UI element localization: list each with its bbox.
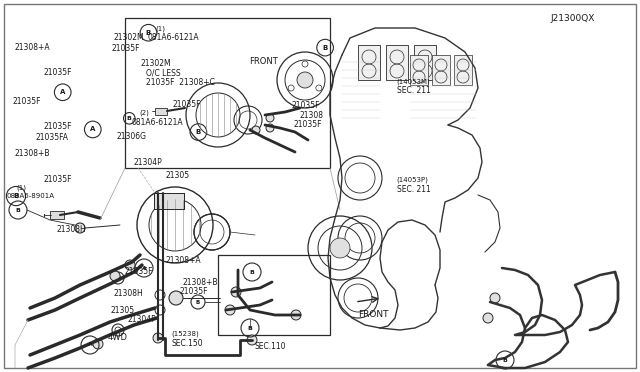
- Circle shape: [297, 72, 313, 88]
- Text: 21035F: 21035F: [293, 120, 322, 129]
- Text: J21300QX: J21300QX: [550, 14, 595, 23]
- Text: 21308H: 21308H: [114, 289, 143, 298]
- Text: B: B: [250, 269, 255, 275]
- Text: SEC.150: SEC.150: [172, 339, 203, 347]
- Text: 21035F  21308+C: 21035F 21308+C: [146, 78, 215, 87]
- Text: O/C LESS: O/C LESS: [146, 69, 180, 78]
- Text: 21035F: 21035F: [179, 287, 208, 296]
- Text: 21305: 21305: [165, 171, 189, 180]
- Circle shape: [266, 124, 274, 132]
- Text: B: B: [248, 326, 252, 330]
- Bar: [386, 45, 408, 80]
- Bar: [454, 55, 472, 85]
- Text: SEC. 211: SEC. 211: [397, 86, 431, 95]
- Text: FRONT: FRONT: [358, 310, 388, 319]
- Circle shape: [225, 305, 235, 315]
- Text: FRONT: FRONT: [250, 57, 278, 65]
- Text: 21308+A: 21308+A: [165, 256, 201, 265]
- Text: B: B: [13, 193, 19, 199]
- Circle shape: [125, 260, 135, 270]
- Text: 21305: 21305: [110, 306, 134, 315]
- Text: 081A6-6121A: 081A6-6121A: [132, 118, 184, 127]
- Text: B: B: [146, 30, 151, 36]
- Text: 21308+B: 21308+B: [14, 149, 49, 158]
- Circle shape: [93, 339, 103, 349]
- Bar: [155, 108, 167, 115]
- Circle shape: [266, 114, 274, 122]
- Bar: [432, 55, 450, 85]
- Text: 21035FA: 21035FA: [35, 133, 68, 142]
- Circle shape: [75, 223, 85, 233]
- Circle shape: [231, 287, 241, 297]
- Text: B: B: [196, 129, 201, 135]
- Text: 4WD: 4WD: [108, 333, 127, 342]
- Text: 21035F: 21035F: [44, 175, 72, 184]
- Bar: [125, 18, 330, 168]
- Text: 21304P: 21304P: [133, 158, 162, 167]
- Bar: [414, 45, 436, 80]
- Text: 21308+A: 21308+A: [14, 43, 50, 52]
- Bar: [358, 45, 380, 80]
- Text: SEC. 211: SEC. 211: [397, 185, 431, 194]
- Text: (2): (2): [140, 110, 149, 116]
- Text: (14053P): (14053P): [397, 177, 429, 183]
- Text: B: B: [127, 116, 132, 121]
- Text: A: A: [90, 126, 95, 132]
- Text: 080A6-8901A: 080A6-8901A: [6, 193, 54, 199]
- Text: 21302M: 21302M: [114, 33, 145, 42]
- Circle shape: [490, 293, 500, 303]
- Circle shape: [169, 291, 183, 305]
- Circle shape: [330, 238, 350, 258]
- Text: (14053M): (14053M): [397, 78, 431, 84]
- Circle shape: [252, 126, 260, 134]
- Text: 21306G: 21306G: [116, 132, 147, 141]
- Text: 21035F: 21035F: [13, 97, 42, 106]
- Text: A: A: [88, 343, 92, 347]
- Text: 21035F: 21035F: [44, 68, 72, 77]
- Text: (1): (1): [16, 184, 26, 190]
- Text: 081A6-6121A: 081A6-6121A: [147, 33, 199, 42]
- Text: 21035F: 21035F: [112, 44, 141, 53]
- Text: 21308+B: 21308+B: [182, 278, 218, 287]
- Text: 21308: 21308: [300, 111, 324, 120]
- Circle shape: [483, 313, 493, 323]
- Bar: [50, 211, 64, 219]
- Bar: [410, 55, 428, 85]
- Text: A: A: [141, 266, 147, 270]
- Circle shape: [110, 271, 120, 281]
- Bar: [154, 193, 184, 209]
- Text: SEC.110: SEC.110: [255, 342, 286, 351]
- Text: A: A: [60, 89, 65, 95]
- Text: 21035F: 21035F: [292, 101, 321, 110]
- Text: 21035F: 21035F: [125, 267, 154, 276]
- Text: 21302M: 21302M: [141, 59, 172, 68]
- Text: B: B: [323, 45, 328, 51]
- Text: 21035F: 21035F: [44, 122, 72, 131]
- Text: 21304P: 21304P: [128, 315, 157, 324]
- Text: B: B: [196, 299, 200, 305]
- Text: B: B: [15, 208, 20, 212]
- Text: B: B: [502, 357, 508, 362]
- Text: 21308H: 21308H: [56, 225, 86, 234]
- Text: 21035F: 21035F: [173, 100, 202, 109]
- Bar: [218, 255, 330, 335]
- Text: (15238): (15238): [172, 330, 199, 337]
- Text: (1): (1): [155, 25, 165, 32]
- Circle shape: [247, 335, 257, 345]
- Circle shape: [153, 333, 163, 343]
- Circle shape: [291, 310, 301, 320]
